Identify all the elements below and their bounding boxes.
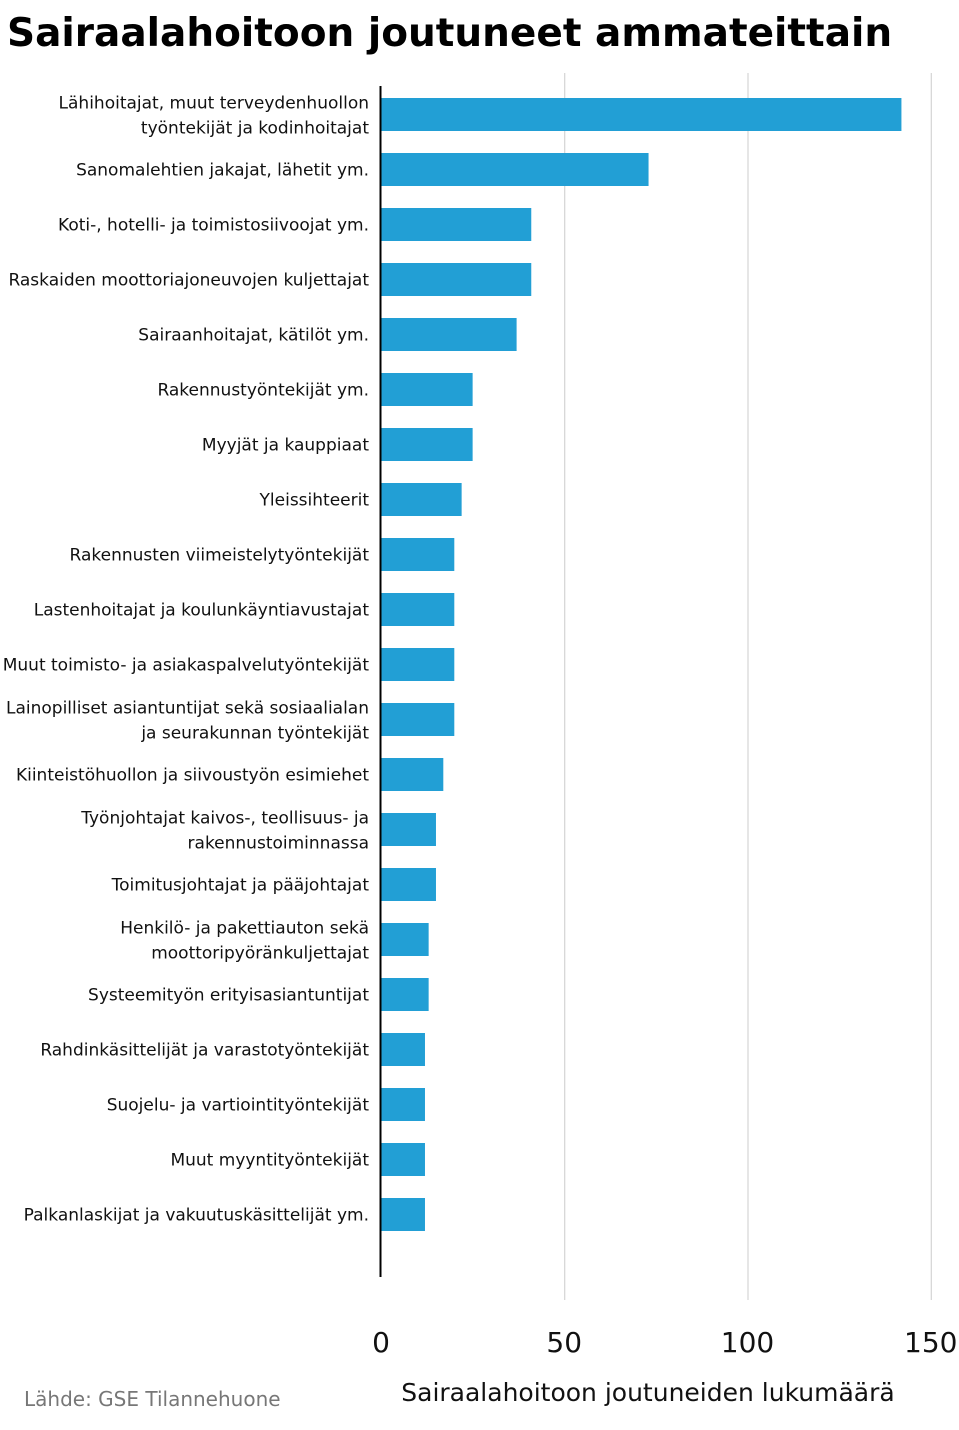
chart-title: Sairaalahoitoon joutuneet ammateittain [7,11,892,56]
x-axis-label: Sairaalahoitoon joutuneiden lukumäärä [401,1378,894,1407]
category-labels: Lähihoitajat, muut terveydenhuollon työnt… [3,94,370,1226]
category-label: Sanomalehtien jakajat, lähetit ym. [76,161,369,181]
bar [381,703,455,736]
category-label: ja seurakunnan työntekijät [140,724,369,744]
category-label: työntekijät ja kodinhoitajat [141,119,369,139]
bar [381,1198,425,1231]
bar [381,98,902,131]
category-label: Suojelu- ja vartiointityöntekijät [107,1096,370,1116]
bar [381,153,649,186]
bar [381,868,436,901]
bar [381,978,429,1011]
bar [381,648,455,681]
bar [381,758,444,791]
category-label: Työnjohtajat kaivos-, teollisuus- ja [80,809,369,829]
category-label: Sairaanhoitajat, kätilöt ym. [138,326,369,346]
category-label: Muut toimisto- ja asiakaspalvelutyönteki… [3,656,370,676]
bar [381,1143,425,1176]
x-tick-label: 150 [904,1326,957,1359]
category-label: Yleissihteerit [259,491,370,511]
bar [381,263,532,296]
category-label: Koti-, hotelli- ja toimistosiivoojat ym. [58,216,369,236]
category-label: moottoripyöränkuljettajat [151,944,369,964]
bar [381,813,436,846]
bar [381,538,455,571]
category-label: Palkanlaskijat ja vakuutuskäsittelijät y… [24,1206,369,1226]
bar [381,483,462,516]
category-label: Henkilö- ja pakettiauton sekä [120,919,369,939]
bar [381,208,532,241]
category-label: Lähihoitajat, muut terveydenhuollon [59,94,369,114]
bar [381,593,455,626]
category-label: Systeemityön erityisasiantuntijat [88,986,369,1006]
category-label: Rakennustyöntekijät ym. [157,381,369,401]
grid-lines [564,73,932,1300]
bar [381,318,517,351]
x-tick-label: 100 [721,1326,774,1359]
category-label: Myyjät ja kauppiaat [202,436,369,456]
category-label: Kiinteistöhuollon ja siivoustyön esimieh… [16,766,369,786]
bar [381,923,429,956]
x-tick-label: 0 [372,1326,390,1359]
bars [381,98,902,1231]
x-tick-label: 50 [546,1326,582,1359]
category-label: Muut myyntityöntekijät [170,1151,369,1171]
category-label: Lastenhoitajat ja koulunkäyntiavustajat [34,601,370,621]
category-label: Raskaiden moottoriajoneuvojen kuljettaja… [8,271,369,291]
category-label: Lainopilliset asiantuntijat sekä sosiaal… [6,699,369,719]
category-label: rakennustoiminnassa [188,834,369,854]
category-label: Rahdinkäsittelijät ja varastotyöntekijät [40,1041,369,1061]
x-tick-labels: 0 50 100 150 [372,1326,957,1359]
bar [381,1088,425,1121]
category-label: Toimitusjohtajat ja pääjohtajat [111,876,370,896]
bar [381,373,473,406]
bar [381,428,473,461]
source-note: Lähde: GSE Tilannehuone [24,1387,281,1411]
bar [381,1033,425,1066]
category-label: Rakennusten viimeistelytyöntekijät [70,546,370,566]
